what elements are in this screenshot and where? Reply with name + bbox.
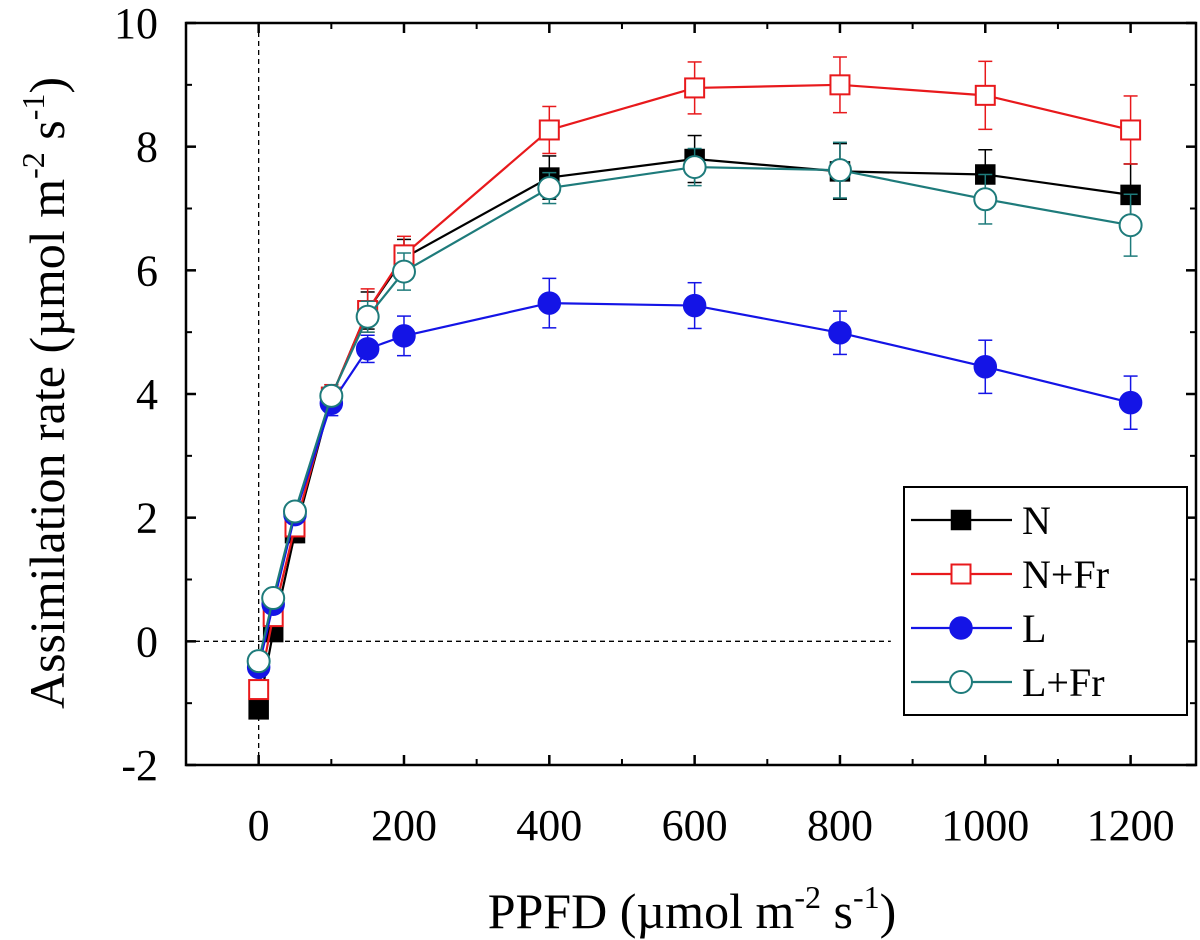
data-point-l-fr	[246, 649, 271, 674]
y-tick-label: 2	[136, 494, 158, 543]
legend-label-n: N	[1022, 498, 1051, 543]
data-point-l	[973, 355, 998, 379]
data-point-n-fr	[829, 74, 851, 96]
legend-label-l: L	[1022, 606, 1046, 651]
legend-marker-l	[949, 616, 973, 640]
y-tick-label: 6	[136, 246, 158, 295]
x-tick-label: 0	[248, 801, 270, 850]
y-tick-label: 8	[136, 123, 158, 172]
series-layer	[246, 56, 1143, 720]
data-point-n	[248, 699, 269, 720]
data-point-l	[355, 337, 380, 361]
data-point-l-fr	[391, 259, 416, 284]
data-point-l	[1118, 390, 1143, 415]
x-tick-label: 800	[807, 801, 873, 850]
y-tick-label: 10	[114, 0, 158, 48]
reference-lines	[186, 23, 891, 765]
x-tick-label: 200	[371, 801, 437, 850]
x-tick-label: 1000	[941, 801, 1029, 850]
x-axis-ticks: 0 200 400 600 800 1000 1200	[185, 23, 1175, 850]
data-point-l	[682, 293, 707, 318]
y-axis-title: Assimilation rate (µmol m-2 s-1)	[15, 77, 75, 709]
data-point-l-fr	[1118, 213, 1143, 238]
data-point-l-fr	[355, 304, 380, 329]
legend: N N+Fr L L+Fr	[903, 486, 1188, 716]
legend-label-l-fr: L+Fr	[1022, 660, 1105, 705]
data-point-l	[537, 291, 562, 315]
legend-marker-n	[950, 509, 972, 531]
data-point-n-fr	[538, 119, 560, 141]
data-point-n-fr	[1120, 119, 1142, 141]
data-point-l-fr	[319, 383, 344, 408]
series-l-fr	[246, 141, 1143, 674]
x-tick-label: 400	[516, 801, 582, 850]
y-tick-label: -2	[121, 741, 158, 790]
legend-marker-n-fr	[950, 563, 972, 585]
x-tick-label: 1200	[1087, 801, 1175, 850]
y-tick-label: 4	[136, 370, 158, 419]
data-point-l-fr	[682, 155, 707, 180]
x-axis-title: PPFD (µmol m-2 s-1)	[488, 879, 897, 939]
data-point-l	[392, 324, 416, 348]
legend-marker-l-fr	[949, 670, 973, 694]
data-point-l-fr	[261, 586, 286, 611]
y-tick-label: 0	[136, 617, 158, 666]
data-point-l-fr	[282, 499, 307, 524]
data-point-n-fr	[684, 77, 706, 99]
data-point-n-fr	[248, 679, 270, 701]
data-point-l-fr	[537, 176, 562, 201]
legend-label-n-fr: N+Fr	[1022, 552, 1109, 597]
data-point-l-fr	[827, 158, 852, 183]
data-point-l	[828, 321, 852, 345]
x-tick-label: 600	[662, 801, 728, 850]
y-axis-ticks: -2 0 2 4 6 8 10	[114, 0, 1196, 790]
data-point-n-fr	[974, 84, 996, 106]
data-point-l-fr	[973, 187, 998, 212]
